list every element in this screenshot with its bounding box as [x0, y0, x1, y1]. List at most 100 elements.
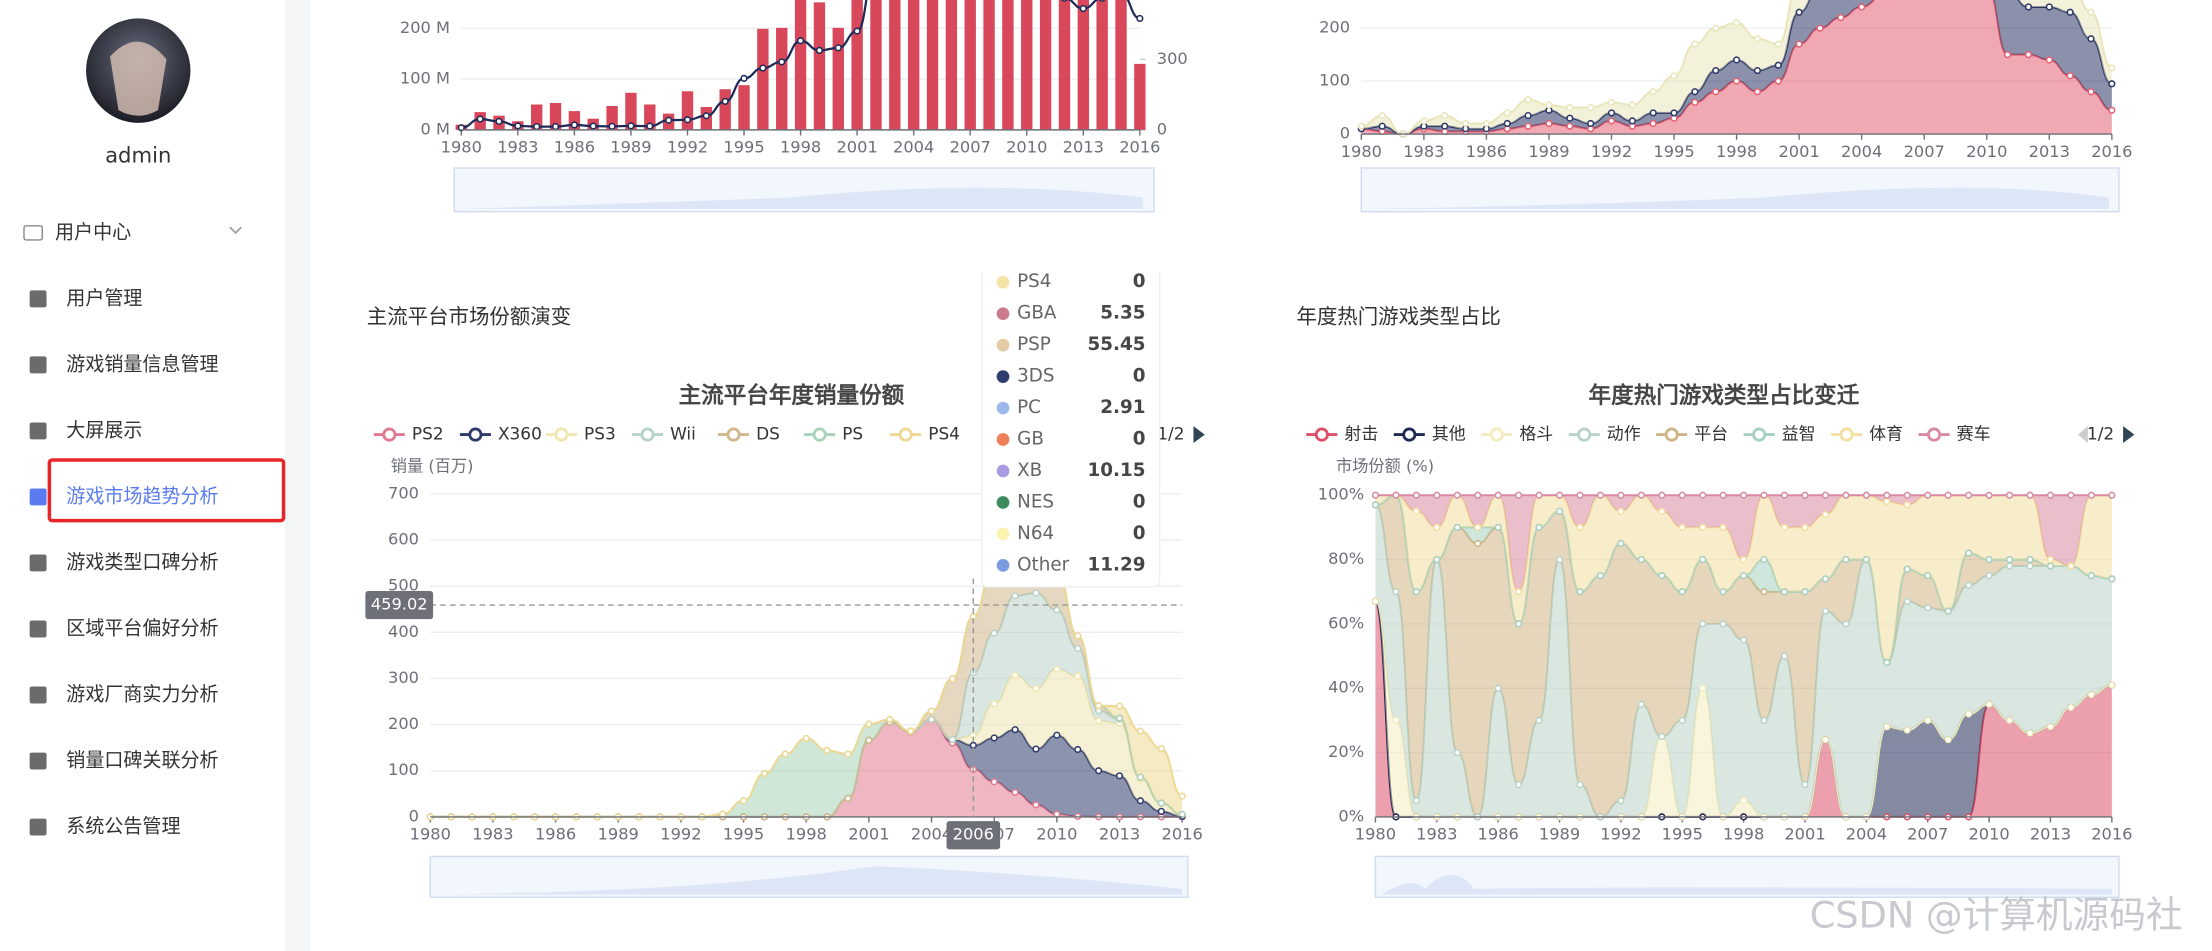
point — [1474, 523, 1482, 532]
menu-item[interactable]: 销量口碑关联分析 — [66, 750, 218, 772]
legend-label[interactable]: 体育 — [1869, 424, 1903, 444]
legend-icon[interactable] — [1314, 427, 1329, 442]
zoom-preview — [465, 187, 1143, 209]
x-tick-label: 1986 — [1478, 825, 1519, 844]
legend-icon[interactable] — [554, 427, 569, 442]
point — [1678, 588, 1686, 596]
legend-icon[interactable] — [1489, 427, 1504, 442]
point — [1719, 588, 1727, 596]
legend-icon[interactable] — [1402, 427, 1417, 442]
area — [1375, 601, 2112, 817]
legend-label[interactable]: 益智 — [1782, 424, 1816, 444]
legend-label[interactable]: 格斗 — [1519, 424, 1553, 444]
point — [1433, 555, 1441, 564]
legend-label[interactable]: Wii — [670, 424, 696, 444]
tooltip-name: GBA — [1017, 303, 1057, 324]
tooltip-value: 10.15 — [1088, 460, 1146, 481]
point — [1596, 572, 1605, 580]
legend-icon[interactable] — [726, 427, 741, 442]
legend-prev[interactable] — [2077, 426, 2088, 444]
legend-label[interactable]: PS2 — [412, 424, 444, 444]
plot — [1371, 491, 2116, 821]
x-tick-label: 1998 — [786, 825, 827, 844]
legend-label[interactable]: 射击 — [1344, 424, 1378, 444]
legend-icon[interactable] — [468, 427, 483, 442]
point — [2066, 72, 2074, 80]
legend-label[interactable]: X360 — [498, 424, 542, 444]
legend-label[interactable]: 其他 — [1432, 424, 1466, 444]
bar — [644, 104, 656, 130]
legend-label[interactable]: 赛车 — [1957, 424, 1991, 444]
point — [1566, 122, 1574, 130]
point — [1699, 684, 1707, 692]
point — [495, 117, 503, 126]
legend-icon[interactable] — [1577, 427, 1592, 442]
menu-item[interactable]: 游戏销量信息管理 — [66, 353, 218, 375]
menu-item[interactable]: 用户中心 — [55, 221, 131, 243]
x-tick-label: 2010 — [1006, 138, 1047, 157]
point — [927, 707, 936, 715]
point — [1795, 40, 1803, 48]
legend-icon[interactable] — [812, 427, 827, 442]
point — [2067, 703, 2075, 712]
point — [802, 734, 810, 743]
point — [2066, 8, 2074, 16]
menu-item[interactable]: 大屏展示 — [66, 419, 142, 441]
point — [823, 746, 831, 755]
legend-label[interactable]: PS3 — [584, 424, 616, 444]
point — [1011, 788, 1019, 797]
menu-icon — [29, 356, 47, 374]
point — [1524, 111, 1532, 120]
menu-item[interactable]: 游戏市场趋势分析 — [66, 485, 218, 507]
point — [2108, 80, 2116, 88]
y-tick-label: 0 — [409, 806, 419, 825]
legend-label[interactable]: 动作 — [1607, 424, 1641, 444]
menu-item[interactable]: 游戏厂商实力分析 — [66, 684, 218, 706]
point — [1699, 523, 1707, 532]
point — [886, 715, 894, 724]
legend-label[interactable]: PS — [842, 424, 863, 444]
legend-next[interactable] — [2123, 426, 2135, 444]
point — [1371, 597, 1380, 605]
menu-item[interactable]: 系统公告管理 — [66, 816, 180, 838]
point — [1371, 501, 1380, 509]
legend-label[interactable]: PS4 — [928, 424, 960, 444]
point — [1482, 119, 1491, 128]
legend-next[interactable] — [1193, 426, 1205, 444]
menu-item[interactable]: 用户管理 — [66, 287, 142, 309]
x-tick-label: 2013 — [1063, 138, 1104, 157]
point — [1378, 122, 1386, 130]
point — [2005, 562, 2014, 570]
point — [1617, 491, 1625, 499]
plot — [1357, 0, 2116, 138]
point — [1883, 723, 1891, 731]
point — [1753, 88, 1762, 96]
legend-label[interactable]: DS — [756, 424, 780, 444]
legend-icon[interactable] — [640, 427, 655, 442]
point — [2087, 88, 2095, 96]
point — [1074, 745, 1082, 754]
legend-icon[interactable] — [1752, 427, 1767, 442]
point — [1587, 104, 1595, 112]
point — [2108, 106, 2116, 114]
point — [760, 769, 769, 778]
point — [1074, 644, 1082, 653]
menu-item[interactable]: 区域平台偏好分析 — [66, 617, 218, 639]
point — [778, 58, 786, 66]
legend-icon[interactable] — [1664, 427, 1679, 442]
legend-icon[interactable] — [898, 427, 913, 442]
point — [1760, 716, 1768, 724]
legend-icon[interactable] — [382, 427, 397, 442]
point — [1032, 684, 1040, 693]
point — [796, 37, 805, 45]
legend-icon[interactable] — [1839, 427, 1854, 442]
point — [2024, 51, 2033, 59]
menu-item[interactable]: 游戏类型口碑分析 — [66, 551, 218, 573]
point — [740, 74, 748, 82]
legend-icon[interactable] — [1927, 427, 1942, 442]
area — [430, 528, 1183, 817]
point — [1732, 77, 1741, 85]
avatar-face — [110, 41, 167, 116]
legend-label[interactable]: 平台 — [1694, 424, 1728, 444]
point — [1719, 491, 1727, 499]
